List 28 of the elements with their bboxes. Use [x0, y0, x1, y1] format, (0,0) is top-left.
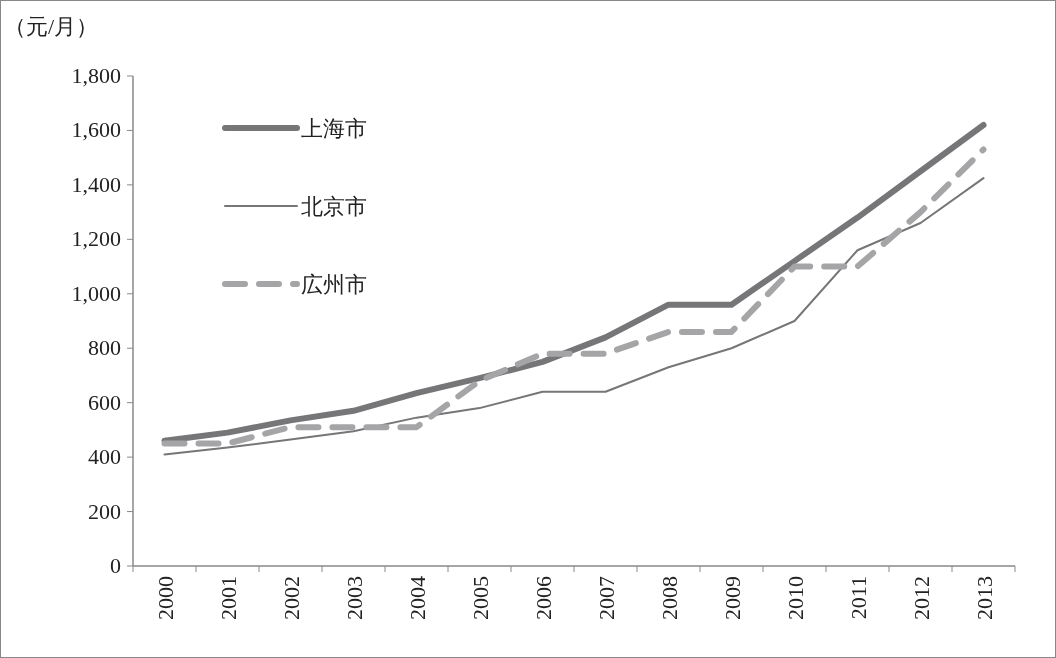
y-tick-label: 200 — [88, 498, 121, 524]
x-tick-label: 2011 — [845, 576, 871, 620]
x-tick-label: 2010 — [782, 576, 808, 620]
x-tick-label: 2003 — [341, 576, 367, 620]
x-tick-label: 2009 — [719, 576, 745, 620]
x-tick-label: 2012 — [908, 576, 934, 620]
x-tick-label: 2007 — [593, 576, 619, 620]
x-tick-label: 2004 — [404, 576, 430, 620]
y-tick-label: 1,200 — [71, 226, 121, 252]
y-tick-label: 0 — [110, 553, 121, 578]
legend-label: 広州市 — [301, 272, 367, 297]
x-tick-label: 2001 — [215, 576, 241, 620]
y-tick-label: 400 — [88, 444, 121, 470]
x-tick-label: 2006 — [530, 576, 556, 620]
y-tick-label: 600 — [88, 389, 121, 415]
legend-label: 上海市 — [301, 116, 367, 141]
x-tick-label: 2002 — [278, 576, 304, 620]
y-tick-label: 800 — [88, 335, 121, 361]
y-tick-label: 1,400 — [71, 171, 121, 197]
x-tick-label: 2005 — [467, 576, 493, 620]
x-tick-label: 2000 — [152, 576, 178, 620]
y-tick-label: 1,000 — [71, 280, 121, 306]
x-tick-label: 2008 — [656, 576, 682, 620]
x-tick-label: 2013 — [971, 576, 997, 620]
y-tick-label: 1,800 — [71, 63, 121, 88]
y-tick-label: 1,600 — [71, 117, 121, 143]
legend-label: 北京市 — [301, 194, 367, 219]
y-axis-title: （元/月） — [4, 14, 99, 39]
